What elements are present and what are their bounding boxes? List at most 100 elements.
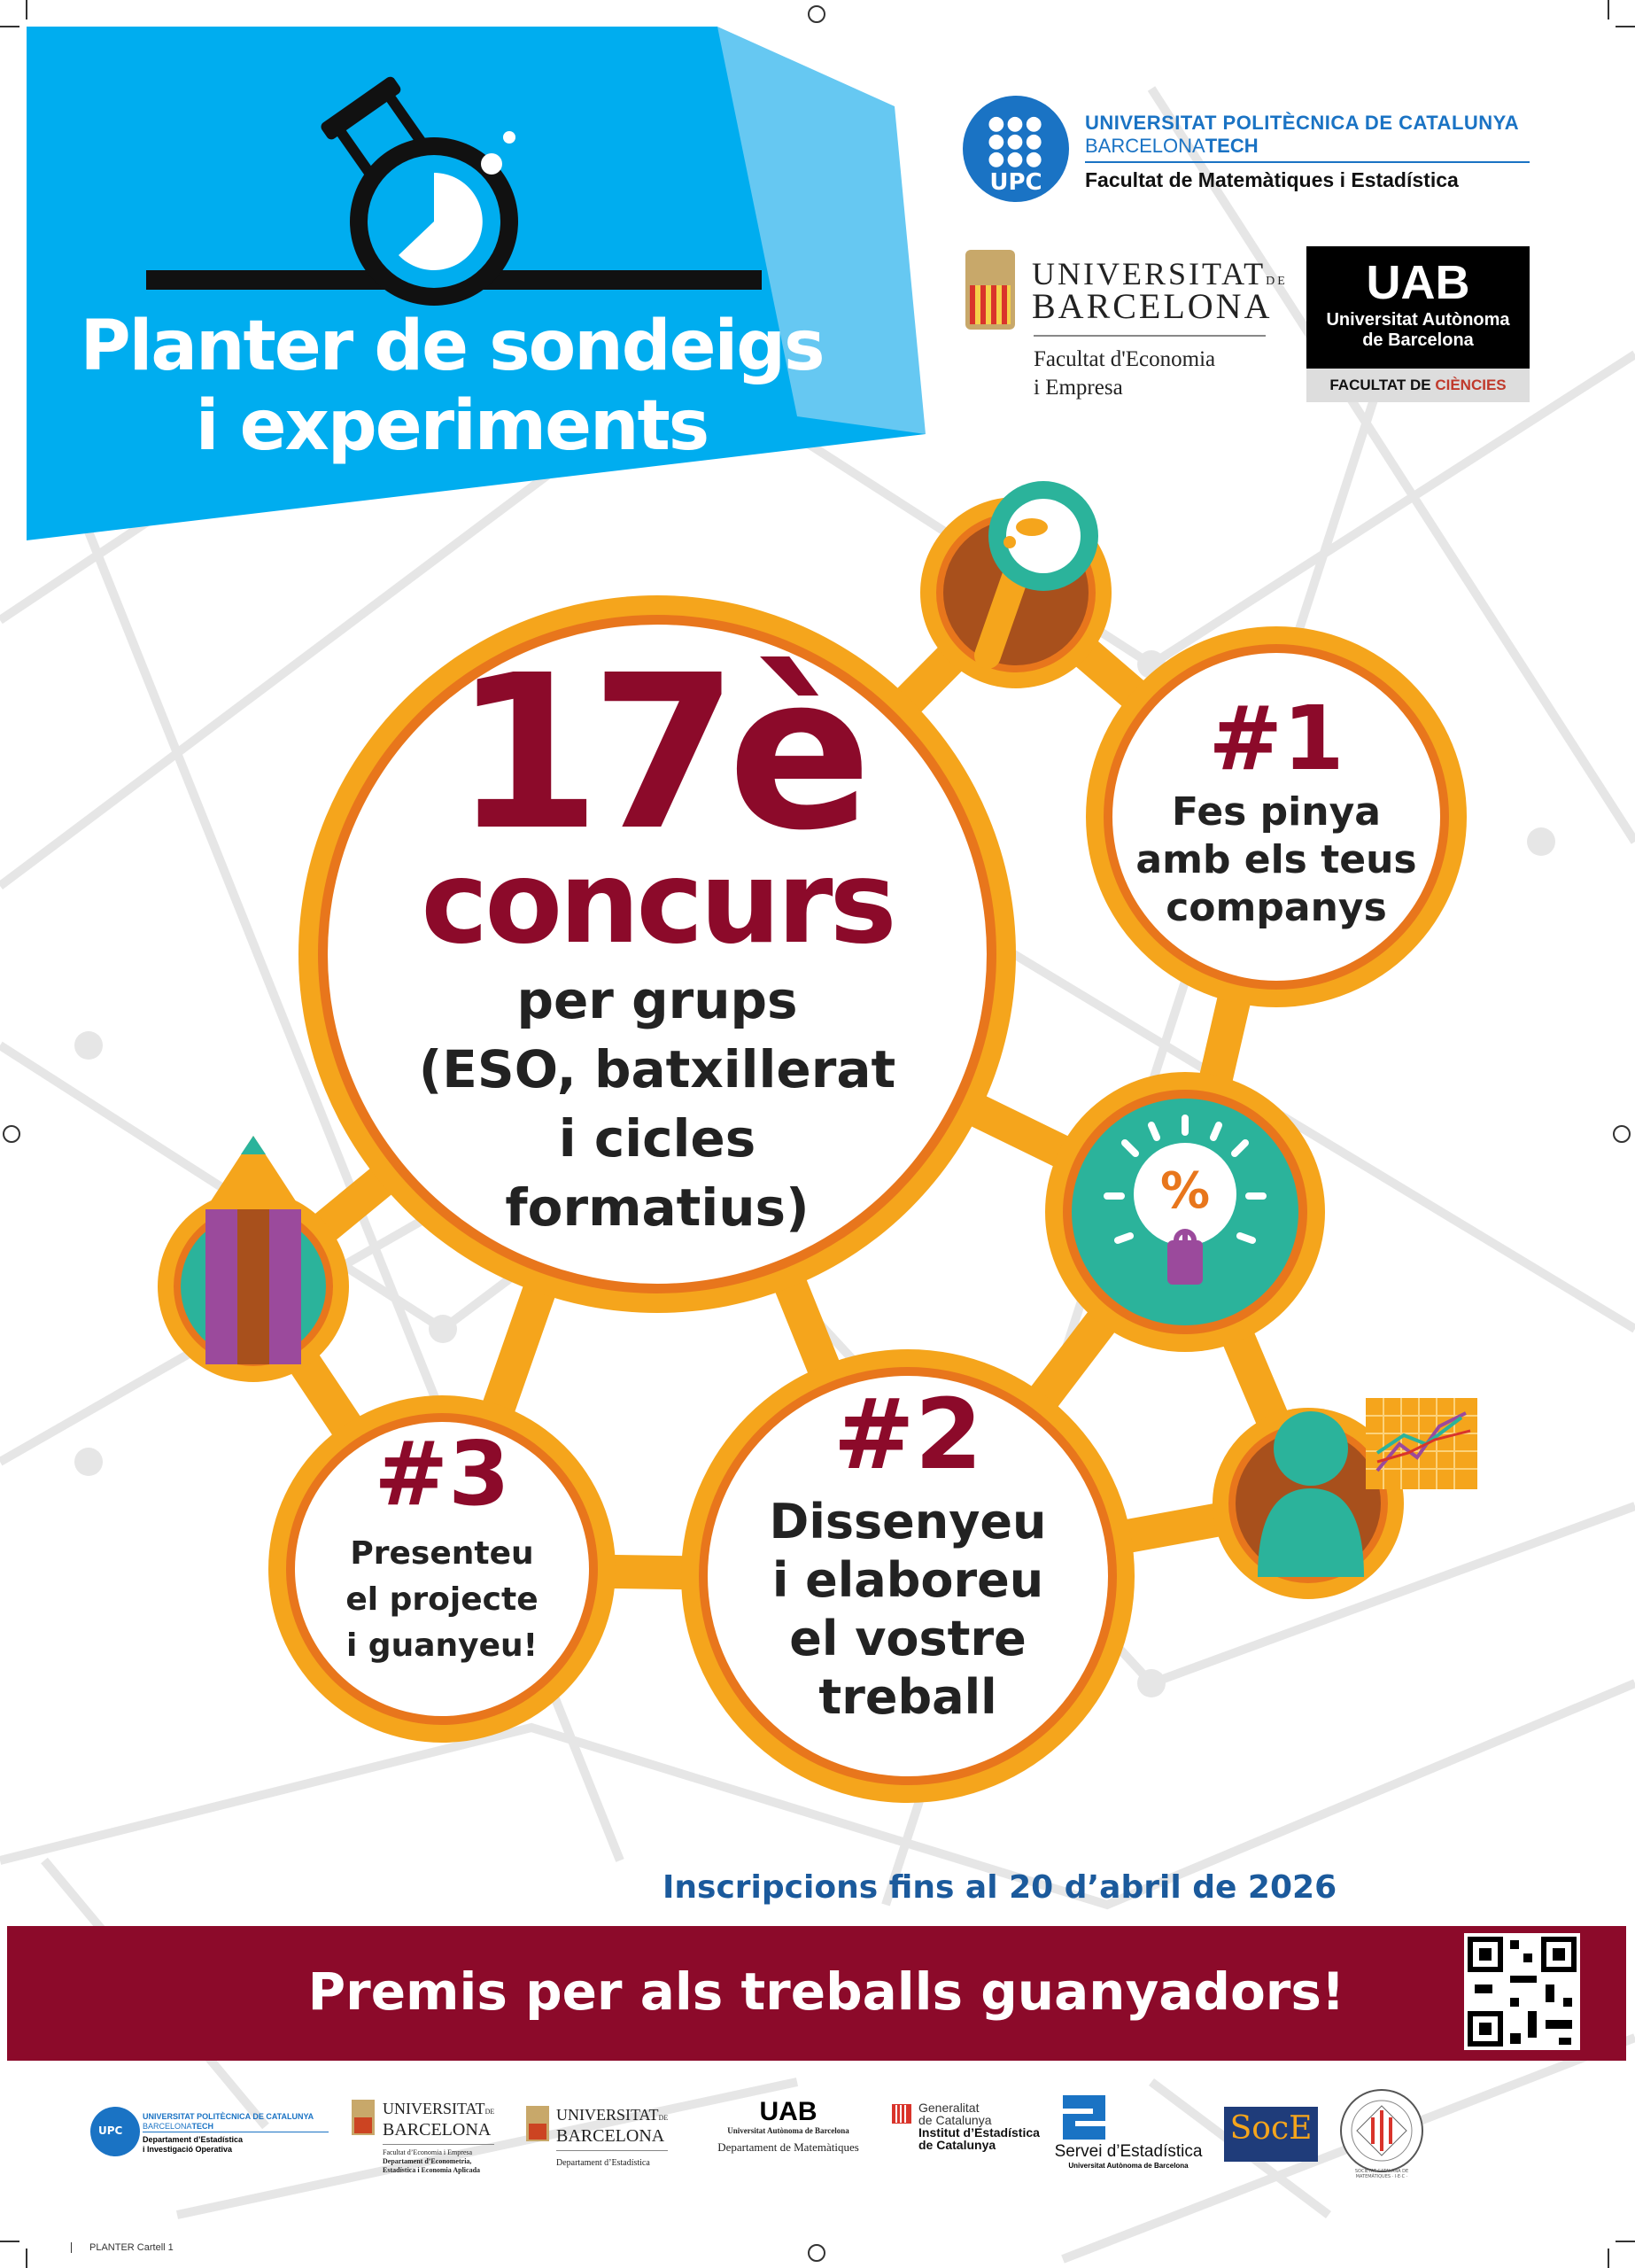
prize-banner-bg: [7, 1926, 1626, 2061]
step1-line: amb els teus: [1135, 837, 1417, 882]
ub1-l1: Facultat d’Economia i Empresa: [383, 2148, 473, 2156]
title-line2: i experiments: [195, 386, 709, 466]
uab-faculty-bar: FACULTAT DE CIÈNCIES: [1306, 369, 1530, 402]
contest-label: concurs: [421, 837, 896, 969]
lightbulb-percent-icon: [1045, 1072, 1325, 1352]
servei-estadistica-logo: [1063, 2095, 1105, 2140]
step2-line: Dissenyeu: [769, 1494, 1047, 1550]
upc-logo: ●●● ●●● ●●● UPC: [963, 96, 1069, 202]
idescat-l1: Generalitat: [918, 2101, 980, 2115]
upc-divider: [1085, 161, 1530, 163]
contest-description: per grups (ESO, batxillerat i cicles for…: [347, 966, 967, 1242]
uab-bottom-name: Universitat Autònoma de Barcelona: [727, 2126, 849, 2135]
ub-divider: [1034, 335, 1266, 337]
ub2-name2: BARCELONA: [556, 2126, 665, 2146]
step2-line: i elaboreu: [771, 1552, 1044, 1608]
uab-name2: de Barcelona: [1362, 330, 1474, 350]
servei-name: Servei d’Estadística: [1054, 2142, 1203, 2161]
upc-sub: BARCELONA: [1085, 135, 1205, 157]
step1-text: Fes pinya amb els teus companys: [1117, 788, 1436, 932]
desc-line4: formatius): [505, 1177, 810, 1238]
upc-sub-bold: TECH: [1205, 135, 1259, 157]
footer-slug: PLANTER Cartell 1: [71, 2242, 174, 2253]
uab-faculty-accent: CIÈNCIES: [1435, 377, 1507, 393]
qr-code[interactable]: [1464, 1933, 1580, 2050]
ub1-logo: UNIVERSITATDE BARCELONA Facultat d’Econo…: [383, 2100, 495, 2175]
prize-banner: Premis per als treballs guanyadors!: [307, 1961, 1345, 2022]
upc-bottom-dept1: Departament d’Estadística: [143, 2135, 244, 2144]
desc-line1: per grups: [516, 970, 798, 1030]
upc-name: UNIVERSITAT POLITÈCNICA DE CATALUNYA: [1085, 112, 1520, 134]
upc-faculty: Facultat de Matemàtiques i Estadística: [1085, 168, 1459, 191]
uab-bottom-mark: UAB: [759, 2097, 818, 2126]
step1-line: companys: [1166, 885, 1387, 930]
uab-mark: UAB: [1366, 256, 1470, 309]
step2-line: el vostre: [789, 1611, 1027, 1666]
ub1-l2: Departament d’Econometria,: [383, 2157, 472, 2165]
percent-symbol: %: [1159, 1162, 1211, 1220]
step2-text: Dissenyeu i elaboreu el vostre treball: [731, 1493, 1085, 1727]
ub1-de: DE: [484, 2108, 495, 2116]
person-chart-icon: [1213, 1398, 1477, 1599]
idescat-logo: Generalitat de Catalunya Institut d’Esta…: [918, 2101, 1040, 2151]
uab-name1: Universitat Autònoma: [1326, 310, 1510, 330]
ub-shield-icon-top: [965, 250, 1015, 330]
upc-badge: UPC: [989, 169, 1042, 196]
uab-bottom-logo: UAB Universitat Autònoma de Barcelona De…: [700, 2098, 877, 2155]
step3-line: i guanyeu!: [345, 1627, 539, 1664]
desc-line2: (ESO, batxillerat: [418, 1039, 896, 1099]
scm-seal: [1340, 2089, 1423, 2172]
socee-logo-bg: [1224, 2107, 1318, 2162]
title-line1: Planter de sondeigs: [80, 307, 825, 386]
upc-dots-icon: ●●● ●●● ●●●: [988, 113, 1044, 170]
ub2-name1: UNIVERSITAT: [556, 2106, 659, 2124]
ub-name-line: UNIVERSITATDE: [1032, 255, 1288, 292]
bubbles: [158, 481, 1477, 1803]
step3-line: Presenteu: [350, 1535, 534, 1572]
uab-bottom-dept: Departament de Matemàtiques: [717, 2140, 859, 2154]
servei-sub: Universitat Autònoma de Barcelona: [1068, 2162, 1189, 2170]
ub2-logo: UNIVERSITATDE BARCELONA Departament d’Es…: [556, 2106, 669, 2172]
upc-sub-line: BARCELONATECH: [1085, 135, 1259, 158]
ub-name2: BARCELONA: [1032, 286, 1273, 326]
main-bubble: [298, 595, 1016, 1313]
upc-logo-bottom-badge: [90, 2107, 140, 2156]
idescat-l2: de Catalunya: [918, 2113, 992, 2127]
step3-line: el projecte: [345, 1581, 539, 1618]
ub-shield-icon-2: [526, 2106, 549, 2141]
idescat-l4: de Catalunya: [918, 2138, 996, 2152]
step3-bubble: [268, 1395, 616, 1743]
magnifier-icon: [920, 481, 1112, 688]
upc-bottom-logo: UNIVERSITAT POLITÈCNICA DE CATALUNYA BAR…: [143, 2112, 329, 2155]
ub2-de: DE: [658, 2114, 669, 2122]
upc-bottom-badge: UPC: [98, 2124, 123, 2137]
ub-de: DE: [1266, 275, 1288, 288]
ub-shield-icon: [352, 2100, 375, 2135]
step3-number: #3: [374, 1422, 510, 1526]
registration-deadline: Inscripcions fins al 20 d’abril de 2026: [663, 1869, 1337, 1906]
title-banner-accent: [717, 27, 926, 434]
scm-ring-text: SOCIETAT CATALANA DE MATEMÀTIQUES · I·E·…: [1354, 2169, 1409, 2179]
step1-bubble: [1086, 626, 1467, 1007]
servei-logo-text: Servei d’Estadística Universitat Autònom…: [1049, 2142, 1208, 2170]
step2-bubble: [681, 1349, 1135, 1803]
step2-line: treball: [818, 1669, 997, 1725]
step1-line: Fes pinya: [1172, 789, 1381, 835]
pencil-icon: [158, 1136, 349, 1382]
ub1-name1: UNIVERSITAT: [383, 2100, 485, 2117]
uab-logo: UAB Universitat Autònoma de Barcelona FA…: [1306, 246, 1530, 402]
step3-text: Presenteu el projecte i guanyeu!: [309, 1531, 575, 1669]
ub1-name2: BARCELONA: [383, 2120, 492, 2140]
edition-number: 17è: [453, 629, 872, 877]
ub2-dept: Departament d’Estadística: [556, 2150, 669, 2172]
idescat-l3: Institut d’Estadística: [918, 2125, 1040, 2140]
upc-bottom-dept2: i Investigació Operativa: [143, 2145, 233, 2154]
ub1-l3: Estadística i Economia Aplicada: [383, 2166, 481, 2174]
step2-number: #2: [833, 1378, 983, 1491]
generalitat-flag-icon: [892, 2104, 911, 2124]
socee-logo: SocE: [1229, 2110, 1313, 2147]
uab-faculty: FACULTAT DE: [1329, 377, 1436, 393]
upc-bottom-sub-line: BARCELONATECH: [143, 2122, 329, 2132]
